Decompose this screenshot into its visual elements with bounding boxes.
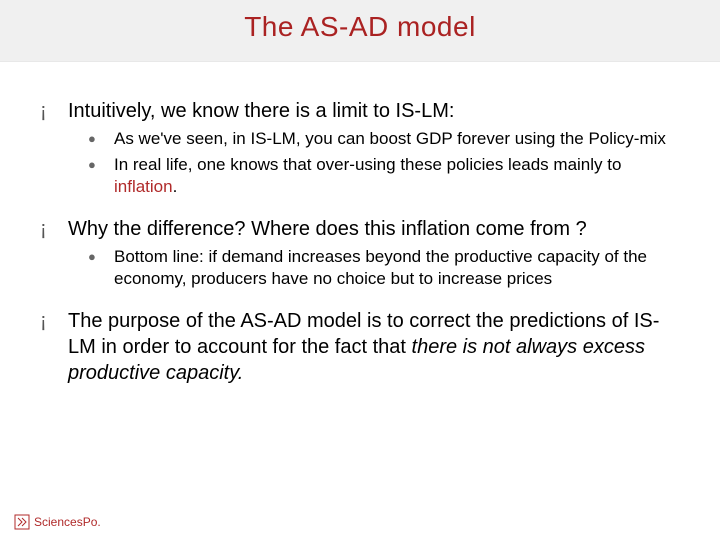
bullet-level1: ¡ The purpose of the AS-AD model is to c… bbox=[40, 308, 680, 386]
text-run: In real life, one knows that over-using … bbox=[114, 155, 621, 174]
bullet-text: Intuitively, we know there is a limit to… bbox=[68, 98, 454, 124]
bullet-level2: ● As we've seen, in IS-LM, you can boost… bbox=[88, 128, 680, 150]
highlight-text: inflation bbox=[114, 177, 173, 196]
bullet-level2: ● Bottom line: if demand increases beyon… bbox=[88, 246, 680, 290]
bullet-text: In real life, one knows that over-using … bbox=[114, 154, 680, 198]
bullet-glyph: ¡ bbox=[40, 98, 68, 124]
bullet-text: Bottom line: if demand increases beyond … bbox=[114, 246, 680, 290]
logo-icon bbox=[14, 514, 30, 530]
bullet-glyph: ¡ bbox=[40, 216, 68, 242]
bullet-text: The purpose of the AS-AD model is to cor… bbox=[68, 308, 680, 386]
bullet-glyph: ● bbox=[88, 128, 114, 150]
bullet-level1: ¡ Why the difference? Where does this in… bbox=[40, 216, 680, 242]
bullet-text: Why the difference? Where does this infl… bbox=[68, 216, 587, 242]
bullet-level2: ● In real life, one knows that over-usin… bbox=[88, 154, 680, 198]
title-bar: The AS-AD model bbox=[0, 0, 720, 62]
logo-text: SciencesPo. bbox=[34, 515, 101, 529]
bullet-glyph: ● bbox=[88, 246, 114, 290]
slide-title: The AS-AD model bbox=[244, 11, 476, 43]
text-run: . bbox=[173, 177, 178, 196]
slide-content: ¡ Intuitively, we know there is a limit … bbox=[0, 62, 720, 386]
bullet-glyph: ¡ bbox=[40, 308, 68, 386]
footer-logo: SciencesPo. bbox=[14, 514, 101, 530]
bullet-level1: ¡ Intuitively, we know there is a limit … bbox=[40, 98, 680, 124]
bullet-text: As we've seen, in IS-LM, you can boost G… bbox=[114, 128, 666, 150]
bullet-glyph: ● bbox=[88, 154, 114, 198]
